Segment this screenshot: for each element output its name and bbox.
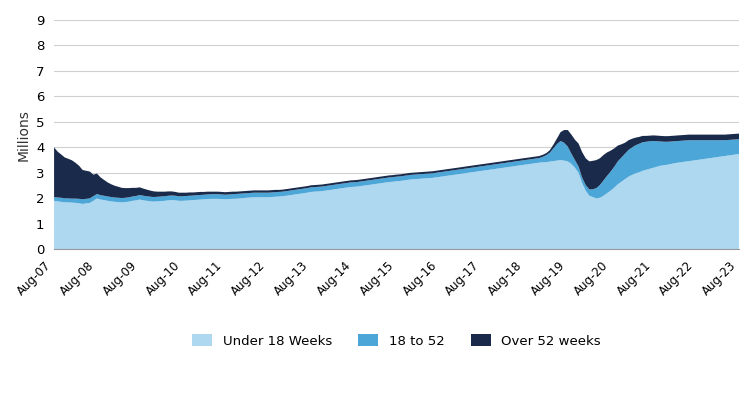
Legend: Under 18 Weeks, 18 to 52, Over 52 weeks: Under 18 Weeks, 18 to 52, Over 52 weeks xyxy=(187,329,606,353)
Y-axis label: Millions: Millions xyxy=(17,109,30,160)
